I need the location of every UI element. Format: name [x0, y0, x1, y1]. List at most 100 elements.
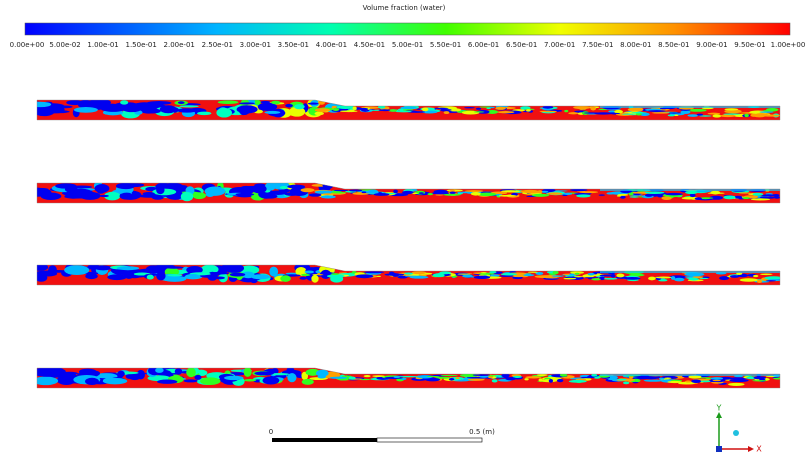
- phase-streak: [674, 277, 685, 282]
- phase-streak: [540, 190, 549, 193]
- phase-streak: [655, 276, 673, 279]
- colorbar-label: 0.00e+00: [10, 41, 45, 49]
- phase-streak: [752, 274, 759, 278]
- phase-blob: [37, 376, 59, 386]
- phase-streak: [634, 107, 644, 112]
- phase-streak: [352, 106, 357, 110]
- phase-streak: [475, 107, 482, 110]
- phase-streak: [470, 191, 481, 196]
- phase-streak: [646, 377, 657, 380]
- phase-blob: [37, 265, 49, 271]
- phase-streak: [348, 376, 356, 380]
- phase-streak: [439, 271, 452, 275]
- phase-blob: [238, 106, 250, 116]
- colorbar-label: 4.50e-01: [354, 41, 385, 49]
- phase-blob: [37, 101, 52, 108]
- phase-streak: [694, 197, 702, 200]
- phase-streak: [750, 198, 771, 201]
- phase-streak: [497, 111, 515, 114]
- colorbar-label: 9.50e-01: [734, 41, 765, 49]
- phase-blob: [194, 374, 202, 380]
- phase-blob: [224, 375, 244, 381]
- phase-blob: [177, 101, 185, 105]
- colorbar-label: 8.00e-01: [620, 41, 651, 49]
- phase-streak: [667, 112, 682, 114]
- phase-streak: [393, 375, 401, 379]
- phase-streak: [330, 191, 347, 194]
- phase-streak: [501, 190, 520, 193]
- phase-streak: [603, 277, 618, 280]
- phase-blob: [262, 376, 280, 385]
- phase-streak: [331, 273, 339, 276]
- pipe: [37, 183, 780, 203]
- phase-streak: [464, 106, 475, 109]
- phase-blob: [136, 369, 146, 380]
- phase-streak: [664, 377, 672, 379]
- phase-streak: [699, 115, 712, 117]
- phase-streak: [531, 193, 550, 197]
- phase-blob: [64, 265, 90, 276]
- phase-streak: [525, 376, 542, 379]
- phase-blob: [223, 265, 245, 273]
- phase-streak: [435, 376, 451, 379]
- colorbar-label: 2.50e-01: [202, 41, 233, 49]
- phase-streak: [574, 272, 580, 275]
- phase-streak: [539, 110, 558, 113]
- pipe: [37, 368, 780, 388]
- phase-streak: [729, 378, 749, 383]
- phase-streak: [707, 192, 725, 194]
- phase-blob: [288, 106, 306, 117]
- phase-streak: [657, 194, 663, 198]
- phase-blob: [115, 183, 135, 190]
- phase-streak: [686, 277, 697, 279]
- phase-streak: [542, 105, 554, 109]
- phase-streak: [724, 108, 739, 111]
- colorbar-label: 5.50e-01: [430, 41, 461, 49]
- phase-streak: [684, 272, 705, 277]
- phase-blob: [307, 102, 319, 105]
- pipe-outline: [36, 264, 781, 286]
- phase-streak: [498, 194, 517, 197]
- phase-streak: [489, 270, 497, 274]
- phase-streak: [457, 191, 473, 194]
- phase-streak: [455, 377, 460, 380]
- phase-blob: [66, 100, 84, 106]
- phase-streak: [607, 378, 619, 381]
- phase-streak: [639, 112, 650, 117]
- phase-streak: [591, 373, 598, 377]
- phase-streak: [563, 277, 577, 280]
- phase-streak: [478, 272, 495, 275]
- phase-streak: [685, 380, 692, 383]
- pipe: [37, 265, 780, 285]
- phase-blob: [100, 105, 127, 112]
- phase-blob: [301, 273, 311, 277]
- phase-streak: [534, 275, 553, 279]
- phase-streak: [765, 280, 777, 282]
- phase-streak: [667, 114, 675, 117]
- phase-blob: [103, 377, 119, 383]
- phase-streak: [448, 377, 455, 381]
- phase-blob: [250, 274, 271, 280]
- phase-blob: [254, 371, 274, 376]
- phase-streak: [377, 105, 386, 109]
- phase-blob: [94, 265, 113, 271]
- phase-streak: [606, 112, 621, 115]
- phase-streak: [317, 374, 327, 379]
- phase-streak: [536, 374, 548, 377]
- phase-blob: [164, 266, 184, 269]
- phase-streak: [400, 106, 417, 110]
- phase-streak: [477, 192, 497, 197]
- phase-blob: [73, 107, 98, 113]
- phase-streak: [692, 276, 704, 279]
- colorbar-title: Volume fraction (water): [363, 4, 446, 12]
- phase-streak: [326, 274, 345, 278]
- phase-streak: [619, 195, 626, 199]
- phase-streak: [520, 189, 540, 193]
- phase-streak: [765, 196, 775, 199]
- phase-streak: [628, 273, 645, 277]
- phase-blob: [179, 105, 199, 108]
- phase-streak: [460, 373, 478, 378]
- phase-streak: [691, 379, 702, 383]
- phase-blob: [142, 191, 155, 196]
- phase-blob: [269, 373, 290, 376]
